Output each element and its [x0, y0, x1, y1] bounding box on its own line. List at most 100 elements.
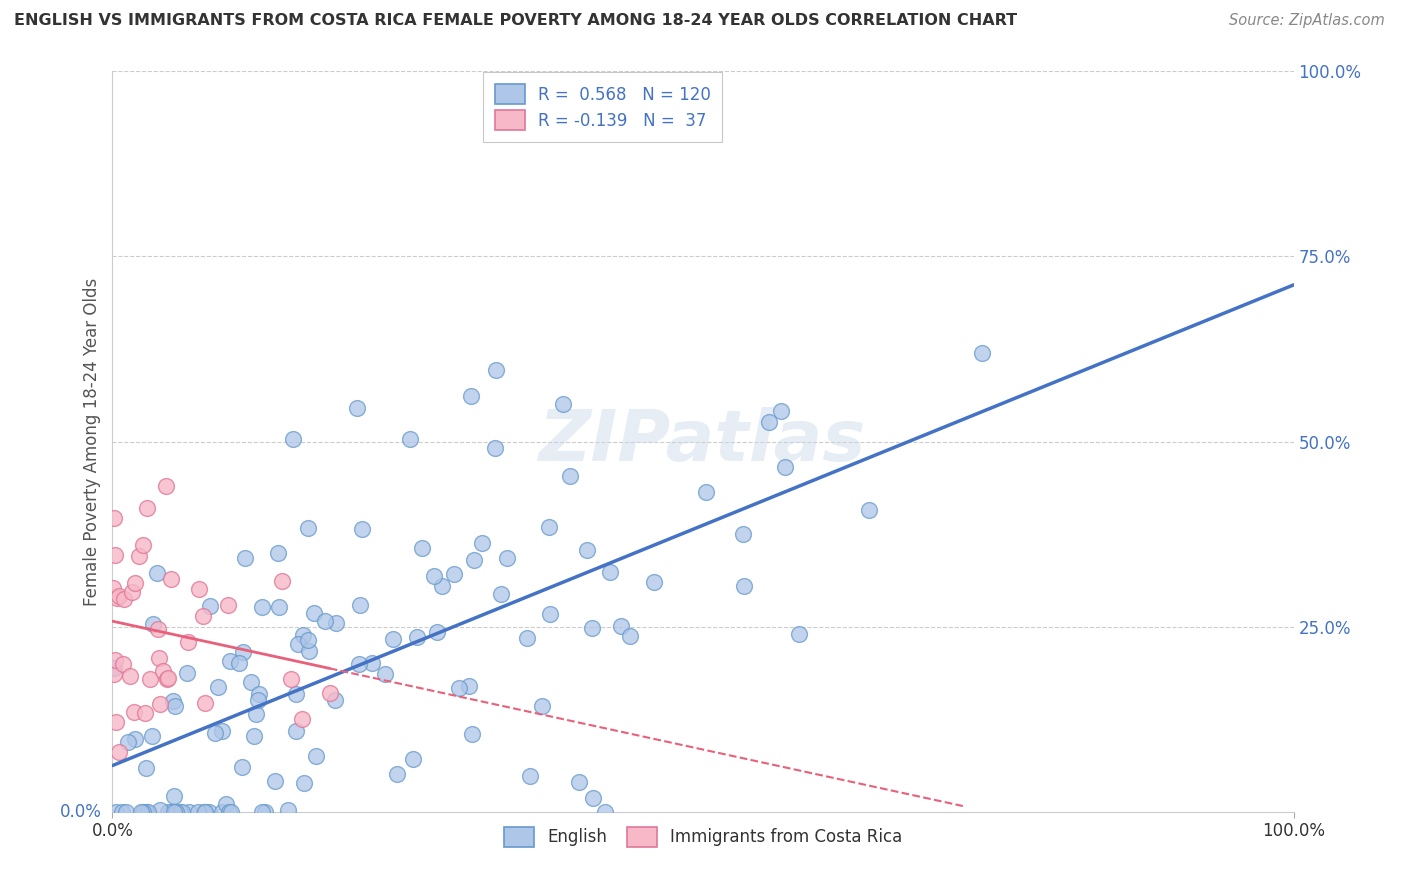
Point	[211, 724, 233, 739]
Point	[347, 657, 370, 672]
Point	[325, 693, 347, 707]
Point	[733, 579, 755, 593]
Point	[156, 672, 179, 686]
Point	[374, 667, 396, 681]
Point	[162, 694, 184, 708]
Point	[382, 632, 405, 646]
Point	[271, 574, 294, 588]
Point	[218, 805, 240, 819]
Point	[215, 797, 238, 812]
Point	[361, 657, 384, 671]
Point	[149, 697, 172, 711]
Point	[582, 791, 605, 805]
Point	[619, 630, 641, 644]
Point	[197, 805, 219, 819]
Point	[177, 635, 200, 649]
Point	[193, 609, 215, 624]
Point	[302, 606, 325, 620]
Point	[122, 705, 145, 719]
Point	[432, 579, 454, 593]
Point	[217, 598, 239, 612]
Point	[292, 776, 315, 790]
Point	[128, 549, 150, 564]
Point	[319, 686, 342, 700]
Point	[135, 761, 157, 775]
Point	[291, 712, 314, 726]
Point	[160, 572, 183, 586]
Point	[111, 805, 134, 819]
Point	[131, 805, 153, 819]
Point	[141, 729, 163, 743]
Text: 0.0%: 0.0%	[59, 803, 101, 821]
Point	[280, 673, 302, 687]
Point	[124, 731, 146, 746]
Point	[264, 774, 287, 789]
Point	[489, 587, 512, 601]
Point	[460, 389, 482, 403]
Point	[758, 415, 780, 429]
Point	[170, 805, 193, 819]
Point	[551, 396, 574, 410]
Point	[114, 805, 136, 819]
Y-axis label: Female Poverty Among 18-24 Year Olds: Female Poverty Among 18-24 Year Olds	[83, 277, 101, 606]
Point	[117, 735, 139, 749]
Point	[267, 546, 290, 560]
Point	[194, 805, 217, 819]
Point	[461, 727, 484, 741]
Point	[156, 805, 179, 819]
Point	[297, 520, 319, 534]
Point	[346, 401, 368, 415]
Point	[165, 699, 187, 714]
Point	[463, 553, 485, 567]
Point	[155, 479, 177, 493]
Point	[104, 653, 127, 667]
Point	[484, 442, 506, 456]
Point	[165, 805, 187, 819]
Point	[287, 637, 309, 651]
Point	[423, 569, 446, 583]
Point	[285, 687, 308, 701]
Point	[103, 511, 125, 525]
Point	[233, 550, 256, 565]
Point	[105, 591, 128, 606]
Point	[193, 805, 215, 819]
Point	[471, 535, 494, 549]
Point	[163, 789, 186, 803]
Point	[157, 671, 180, 685]
Point	[858, 503, 880, 517]
Point	[595, 805, 617, 819]
Point	[305, 749, 328, 764]
Point	[298, 643, 321, 657]
Point	[495, 550, 517, 565]
Point	[111, 657, 134, 671]
Text: Source: ZipAtlas.com: Source: ZipAtlas.com	[1229, 13, 1385, 29]
Point	[194, 696, 217, 710]
Point	[135, 805, 157, 819]
Point	[104, 805, 127, 819]
Point	[112, 591, 135, 606]
Point	[131, 805, 153, 819]
Point	[245, 706, 267, 721]
Point	[207, 680, 229, 694]
Point	[399, 432, 422, 446]
Point	[246, 693, 269, 707]
Point	[773, 460, 796, 475]
Point	[132, 538, 155, 552]
Point	[163, 805, 186, 819]
Point	[142, 617, 165, 632]
Point	[247, 687, 270, 701]
Point	[200, 599, 222, 613]
Point	[124, 575, 146, 590]
Point	[406, 630, 429, 644]
Point	[291, 628, 314, 642]
Point	[218, 654, 240, 668]
Point	[243, 729, 266, 743]
Point	[458, 679, 481, 693]
Point	[211, 805, 233, 819]
Point	[581, 621, 603, 635]
Point	[228, 656, 250, 670]
Point	[519, 768, 541, 782]
Point	[240, 675, 263, 690]
Point	[104, 548, 127, 562]
Point	[787, 627, 810, 641]
